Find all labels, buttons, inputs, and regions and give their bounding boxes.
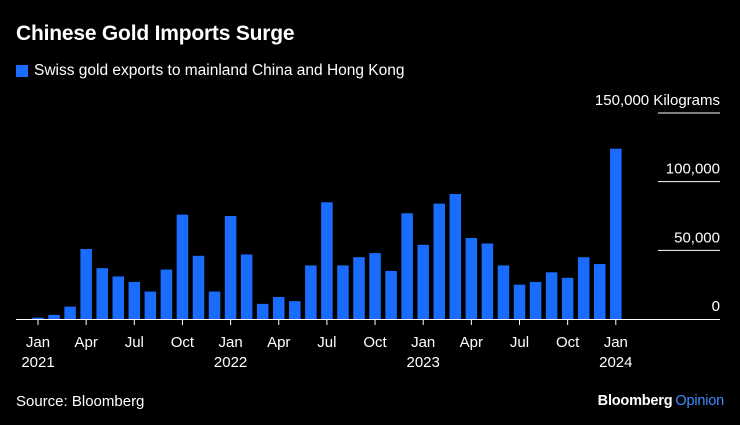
brand-suffix: Opinion [675,393,724,409]
bar-2023-06 [497,265,510,319]
bar-2021-03 [64,306,76,319]
bar-2022-11 [385,270,397,319]
bar-2024-01 [610,148,622,319]
x-tick-label-year: 2024 [599,354,632,371]
x-tick-label-year: 2022 [214,354,247,371]
bar-2021-06 [112,276,124,319]
bar-2022-02 [240,254,253,319]
bar-2023-05 [481,243,494,319]
x-tick-label-month: Apr [460,334,483,351]
bar-2021-10 [176,214,189,319]
bar-2022-03 [256,303,269,319]
bar-2021-12 [208,291,221,319]
x-tick-label-month: Jan [411,334,435,351]
x-tick-label-month: Oct [171,334,195,351]
y-tick-label: 50,000 [674,229,720,246]
x-tick-label-year: 2021 [21,354,54,371]
bar-2021-09 [160,269,173,319]
bar-2021-04 [80,248,92,319]
bar-2023-01 [417,244,429,319]
bar-2022-10 [369,253,381,319]
bar-2022-08 [337,265,349,319]
y-tick-label: 0 [712,298,720,315]
legend: Swiss gold exports to mainland China and… [16,62,405,80]
bar-2023-04 [465,237,478,319]
bar-2022-07 [321,202,333,319]
source-note: Source: Bloomberg [16,393,145,410]
bar-2023-07 [513,284,526,319]
bar-2023-09 [545,272,558,319]
bar-2021-01 [32,317,44,319]
legend-label: Swiss gold exports to mainland China and… [34,62,405,79]
bar-2021-07 [128,281,141,319]
bar-2023-03 [449,194,462,319]
y-tick-label: 150,000 Kilograms [595,92,720,109]
bar-2021-02 [48,314,60,319]
bar-2022-09 [353,257,365,319]
x-tick-label-month: Jul [510,334,529,351]
x-tick-label-month: Jan [604,334,628,351]
bar-2023-10 [561,277,574,319]
bar-2022-05 [289,301,301,319]
bar-2021-11 [192,255,205,319]
x-tick-label-month: Jan [219,334,243,351]
x-tick-label-month: Jan [26,334,50,351]
brand-logo: Bloomberg Opinion [597,393,725,409]
x-tick-label-month: Oct [556,334,580,351]
x-tick-label-month: Jul [125,334,144,351]
x-tick-label-month: Oct [363,334,387,351]
x-tick-label-year: 2023 [407,354,440,371]
bar-2021-05 [96,268,108,319]
chart-title: Chinese Gold Imports Surge [16,22,295,45]
bar-2023-11 [577,257,590,319]
bar-2022-06 [305,265,317,319]
x-tick-label-month: Jul [317,334,336,351]
brand-name: Bloomberg [597,393,673,409]
bar-2022-04 [273,297,285,319]
bar-2022-12 [401,213,413,319]
bar-2023-08 [529,281,542,319]
x-tick-label-month: Apr [74,334,97,351]
bar-2023-12 [594,264,606,319]
y-tick-label: 100,000 [666,161,720,178]
bar-2021-08 [144,291,157,319]
bar-2023-02 [433,203,445,319]
legend-swatch [16,65,28,77]
bar-2022-01 [224,216,237,319]
x-tick-label-month: Apr [267,334,290,351]
